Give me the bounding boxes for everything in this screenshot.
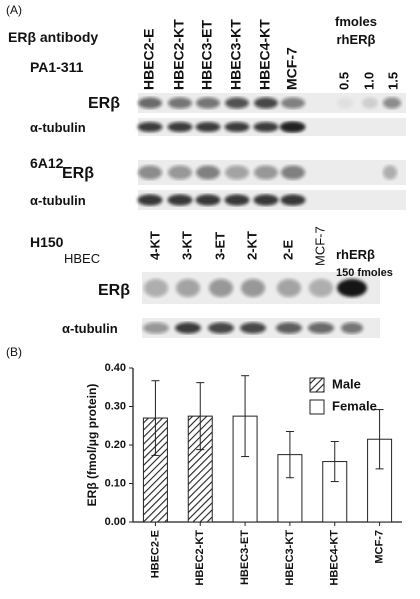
row-label: α-tubulin [30, 120, 86, 135]
blot-band [137, 194, 163, 206]
blot-band [253, 121, 279, 133]
blot-band [168, 97, 192, 109]
panel-label: (A) [6, 3, 22, 17]
blot-band [362, 97, 378, 109]
blot-band [337, 97, 353, 109]
antibody: PA1-311 [30, 59, 84, 75]
lane-label: 0.5 [336, 72, 351, 90]
blot-band [175, 322, 201, 334]
blot-band [138, 165, 162, 180]
x-tick-label: HBEC4-KT [329, 530, 341, 586]
legend-label: Female [332, 398, 377, 413]
row-label: α-tubulin [62, 321, 118, 336]
lane-label: HBEC2-E [141, 29, 157, 90]
lane-label: 3-KT [179, 231, 194, 260]
lane-label: 1.5 [385, 72, 400, 90]
y-tick-label: 0.40 [105, 362, 126, 374]
standard: 150 fmoles [336, 267, 393, 279]
blot-band [383, 165, 397, 180]
blot-band [254, 165, 278, 180]
lane-label: 4-KT [147, 231, 162, 260]
lane-label: MCF-7 [284, 47, 300, 90]
lane-label: HBEC4-KT [257, 19, 273, 90]
antibody: H150 [30, 234, 64, 250]
blot-band [224, 194, 250, 206]
blot-band [281, 165, 305, 180]
row-label: ERβ [62, 165, 94, 182]
blot-band [137, 121, 163, 133]
panel-label: (B) [6, 345, 22, 359]
blot-band [225, 165, 249, 180]
blot-band [196, 165, 220, 180]
blot-band [281, 97, 305, 109]
lane-label: 2-KT [244, 231, 259, 260]
header: ERβ antibody [8, 29, 98, 45]
blot-band [168, 165, 192, 180]
blot-band [383, 97, 401, 109]
y-tick-label: 0.30 [105, 400, 126, 412]
blot-band [143, 322, 169, 334]
blot-band [224, 121, 250, 133]
y-axis-label: ERβ (fmol/μg protein) [85, 384, 99, 507]
x-tick-label: HBEC3-KT [284, 530, 296, 586]
antibody: 6A12 [30, 155, 64, 171]
blot-band [280, 194, 306, 206]
blot-band [167, 121, 193, 133]
lane-label: MCF-7 [312, 226, 327, 266]
legend-label: Male [332, 376, 361, 391]
bar-chart: 0.00 0.10 0.20 0.30 0.40 HBEC2-E HBEC2-KT HBEC3… [105, 362, 402, 586]
blot-band [341, 322, 363, 334]
y-tick-label: 0.20 [105, 439, 126, 451]
legend-swatch [309, 377, 325, 393]
bar [187, 415, 213, 523]
y-tick-label: 0.10 [105, 477, 126, 489]
blot-band [337, 279, 367, 297]
blot-band [195, 194, 221, 206]
blot-band [253, 194, 279, 206]
row-label: ERβ [88, 95, 120, 112]
standard: rhERβ [336, 247, 375, 262]
lane-label: 3-ET [212, 232, 227, 260]
header: fmoles [335, 14, 377, 29]
blot-band [138, 97, 162, 109]
blot-band [195, 121, 221, 133]
x-tick-label: HBEC2-KT [194, 530, 206, 586]
row-label: α-tubulin [30, 193, 86, 208]
blot-band [277, 279, 301, 297]
prefix: HBEC [64, 251, 100, 266]
bar [322, 461, 348, 523]
blot-band [241, 279, 265, 297]
x-tick-label: MCF-7 [373, 530, 385, 564]
row-label: ERβ [98, 282, 130, 299]
y-tick-label: 0.00 [105, 516, 126, 528]
blot-band [208, 322, 234, 334]
lane-label: 1.0 [361, 72, 376, 90]
lane-label: HBEC3-ET [199, 20, 215, 90]
lane-label: 2-E [280, 239, 295, 260]
blot-band [308, 322, 334, 334]
lane-label: HBEC3-KT [228, 19, 244, 90]
lane-label: HBEC2-KT [171, 19, 187, 90]
x-tick-label: HBEC2-E [149, 530, 161, 578]
header: rhERβ [337, 32, 376, 47]
blot-band [280, 121, 304, 133]
blot-band [167, 194, 193, 206]
blot-band [144, 279, 168, 297]
legend-swatch [309, 399, 325, 415]
blot-band [254, 97, 278, 109]
blot-band [225, 97, 249, 109]
blot-band [240, 322, 266, 334]
blots [137, 93, 406, 338]
blot-band [276, 322, 302, 334]
blot-band [196, 97, 220, 109]
blot-band [309, 279, 333, 297]
blot-band [176, 279, 200, 297]
x-tick-label: HBEC3-ET [239, 530, 251, 585]
blot-band [209, 279, 233, 297]
